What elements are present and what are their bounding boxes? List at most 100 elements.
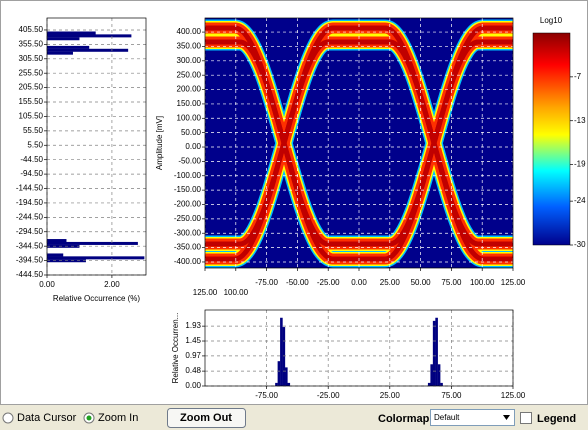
x-tick-label: 50.00 xyxy=(411,278,432,287)
x-tick-label: 2.00 xyxy=(104,280,120,289)
radio-data-cursor[interactable] xyxy=(2,412,14,424)
x-tick-label: 0.00 xyxy=(39,280,55,289)
bar xyxy=(437,364,441,386)
colorbar-tick-label: -7 xyxy=(574,72,582,81)
y-tick-label: 405.50 xyxy=(19,25,44,34)
x-tick-label: 100.00 xyxy=(470,278,495,287)
x-tick-label: 25.00 xyxy=(380,391,401,400)
y-tick-label: 0.97 xyxy=(185,351,201,360)
bar xyxy=(287,382,291,386)
bar xyxy=(275,382,278,386)
bar xyxy=(47,31,96,35)
x-axis-label: Relative Occurrence (%) xyxy=(53,294,140,303)
select-arrow xyxy=(503,415,510,420)
legend-label: Legend xyxy=(537,413,576,425)
y-tick-label: -294.50 xyxy=(16,227,44,236)
bar xyxy=(47,256,145,260)
y-tick-label: 1.93 xyxy=(185,321,201,330)
bar xyxy=(430,364,433,386)
y-tick-label: -144.50 xyxy=(16,184,44,193)
y-tick-label: 350.00 xyxy=(177,42,202,51)
x-tick-label: -75.00 xyxy=(255,278,278,287)
zoom-out-label: Zoom Out xyxy=(180,412,232,424)
x-tick-label: 0.00 xyxy=(351,278,367,287)
eye-image xyxy=(205,18,513,268)
colormap-select[interactable] xyxy=(430,409,515,426)
radio-zoom-in-dot xyxy=(86,415,92,421)
bar xyxy=(47,239,67,243)
x-tick-label: -25.00 xyxy=(317,278,340,287)
bar xyxy=(280,317,283,386)
y-tick-label: -200.00 xyxy=(174,200,202,209)
y-tick-label: 100.00 xyxy=(177,113,202,122)
x-tick-label: 125.00 xyxy=(193,288,218,297)
bar xyxy=(47,51,73,55)
legend-checkbox[interactable] xyxy=(520,412,532,424)
x-tick-label: 25.00 xyxy=(380,278,401,287)
colorbar-tick-label: -13 xyxy=(574,116,586,125)
colorbar xyxy=(532,32,571,246)
zoom-out-button[interactable] xyxy=(167,408,246,428)
y-tick-label: 5.50 xyxy=(27,140,43,149)
y-tick-label: 0.00 xyxy=(185,381,201,390)
x-tick-label: 125.00 xyxy=(501,391,526,400)
x-tick-label: 125.00 xyxy=(501,278,526,287)
y-tick-label: -150.00 xyxy=(174,185,202,194)
data-cursor-label: Data Cursor xyxy=(17,412,77,424)
plot-area xyxy=(47,18,146,275)
bar xyxy=(285,367,288,386)
y-tick-label: 250.00 xyxy=(177,70,202,79)
bar xyxy=(440,382,443,386)
y-axis-label: Relative Occurren... xyxy=(171,313,180,384)
y-tick-label: 55.50 xyxy=(23,126,44,135)
plot-frame xyxy=(204,17,514,269)
bar xyxy=(282,327,286,386)
y-tick-label: 355.50 xyxy=(19,39,44,48)
bar xyxy=(277,361,281,386)
plot-area xyxy=(205,310,513,386)
zoom-in-label: Zoom In xyxy=(98,412,138,424)
y-tick-label: 155.50 xyxy=(19,97,44,106)
plot-frame xyxy=(46,17,147,276)
bar xyxy=(427,382,431,386)
y-tick-label: -100.00 xyxy=(174,171,202,180)
toolbar: Data Cursor Zoom In Zoom Out Colormap De… xyxy=(0,405,588,430)
colormap-label: Colormap xyxy=(378,413,430,425)
y-tick-label: 0.00 xyxy=(185,142,201,151)
y-axis-label: Amplitude [mV] xyxy=(155,116,164,170)
bar xyxy=(47,253,64,257)
colorbar-tick-label: -19 xyxy=(574,160,586,169)
plot-frame xyxy=(204,309,514,387)
y-tick-label: -44.50 xyxy=(20,155,43,164)
y-tick-label: -344.50 xyxy=(16,241,44,250)
bar xyxy=(47,34,132,38)
y-tick-label: 255.50 xyxy=(19,68,44,77)
y-tick-label: 200.00 xyxy=(177,85,202,94)
y-tick-label: -394.50 xyxy=(16,256,44,265)
x-tick-label: 75.00 xyxy=(441,278,462,287)
bar xyxy=(47,37,80,41)
colormap-value: Default xyxy=(434,413,460,422)
y-tick-label: 0.48 xyxy=(185,366,201,375)
x-tick-label: -50.00 xyxy=(286,278,309,287)
y-tick-label: -300.00 xyxy=(174,228,202,237)
y-tick-label: 50.00 xyxy=(181,128,202,137)
bar xyxy=(432,320,436,386)
y-tick-label: -444.50 xyxy=(16,270,44,279)
bar xyxy=(47,241,138,245)
bar xyxy=(47,48,129,52)
y-tick-label: 1.45 xyxy=(185,336,201,345)
x-tick-label: -75.00 xyxy=(255,391,278,400)
x-tick-label: -25.00 xyxy=(317,391,340,400)
y-tick-label: -194.50 xyxy=(16,198,44,207)
colorbar-tick-label: -24 xyxy=(574,196,586,205)
y-tick-label: 305.50 xyxy=(19,54,44,63)
colorbar-title: Log10 xyxy=(540,16,563,25)
bar xyxy=(47,45,90,49)
y-tick-label: 300.00 xyxy=(177,56,202,65)
y-tick-label: -250.00 xyxy=(174,214,202,223)
bar xyxy=(47,244,80,248)
colorbar-tick-label: -30 xyxy=(574,240,586,249)
y-tick-label: -350.00 xyxy=(174,243,202,252)
